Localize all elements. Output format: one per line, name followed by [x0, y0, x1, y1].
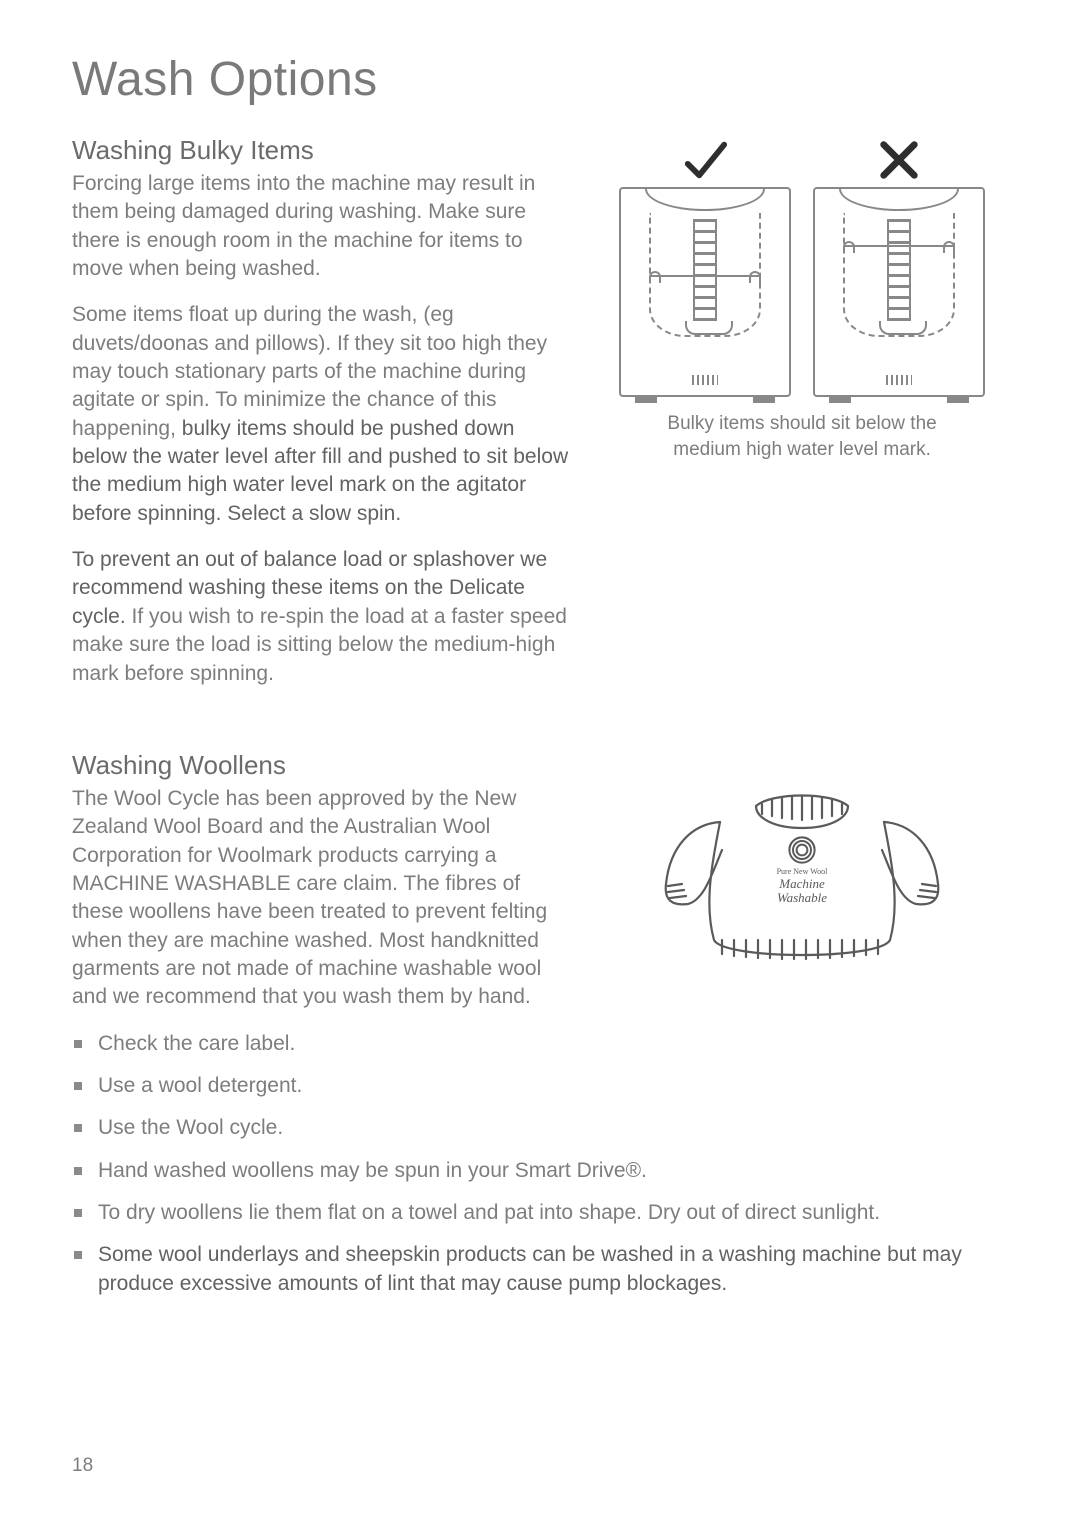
- page-number: 18: [72, 1455, 93, 1477]
- bulky-p3-run2: If you wish to re-spin the load at a fas…: [72, 605, 567, 685]
- wool-bullet: To dry woollens lie them flat on a towel…: [72, 1199, 1008, 1227]
- bulky-paragraph-2: Some items float up during the wash, (eg…: [72, 301, 568, 528]
- wool-bullet: Some wool underlays and sheepskin produc…: [72, 1241, 1008, 1298]
- cross-icon: [876, 141, 922, 183]
- machine-incorrect: [813, 141, 985, 397]
- bulky-paragraph-3: To prevent an out of balance load or spl…: [72, 546, 568, 688]
- wool-bullet-list: Check the care label. Use a wool detergen…: [72, 1030, 1008, 1298]
- woolmark-label-1: Pure New Wool: [777, 867, 829, 876]
- bulky-heading: Washing Bulky Items: [72, 135, 568, 166]
- wool-heading: Washing Woollens: [72, 750, 568, 781]
- washer-correct-icon: [619, 187, 791, 397]
- bulky-paragraph-1: Forcing large items into the machine may…: [72, 170, 568, 283]
- sweater-diagram: Pure New Wool Machine Washable: [652, 764, 952, 979]
- wool-bullet: Hand washed woollens may be spun in your…: [72, 1157, 1008, 1185]
- wool-bullet-text: Some wool underlays and sheepskin produc…: [98, 1243, 962, 1294]
- bulky-machines-diagram: [619, 141, 985, 397]
- wool-bullet: Use the Wool cycle.: [72, 1114, 1008, 1142]
- wool-figure-column: Pure New Wool Machine Washable: [596, 750, 1008, 1030]
- bulky-text-column: Washing Bulky Items Forcing large items …: [72, 135, 568, 706]
- woolmark-label-3: Washable: [777, 890, 827, 905]
- machine-correct: [619, 141, 791, 397]
- wool-bullet: Check the care label.: [72, 1030, 1008, 1058]
- section-woollens: Washing Woollens The Wool Cycle has been…: [72, 750, 1008, 1298]
- bulky-figure-caption: Bulky items should sit below the medium …: [642, 411, 962, 462]
- washer-incorrect-icon: [813, 187, 985, 397]
- section-bulky: Washing Bulky Items Forcing large items …: [72, 135, 1008, 706]
- wool-text-column: Washing Woollens The Wool Cycle has been…: [72, 750, 568, 1030]
- wool-bullet: Use a wool detergent.: [72, 1072, 1008, 1100]
- woolmark-label-2: Machine: [778, 876, 825, 891]
- bulky-figure-column: Bulky items should sit below the medium …: [596, 135, 1008, 706]
- wool-paragraph-1: The Wool Cycle has been approved by the …: [72, 785, 568, 1012]
- check-icon: [682, 141, 728, 183]
- page-title: Wash Options: [72, 52, 1008, 107]
